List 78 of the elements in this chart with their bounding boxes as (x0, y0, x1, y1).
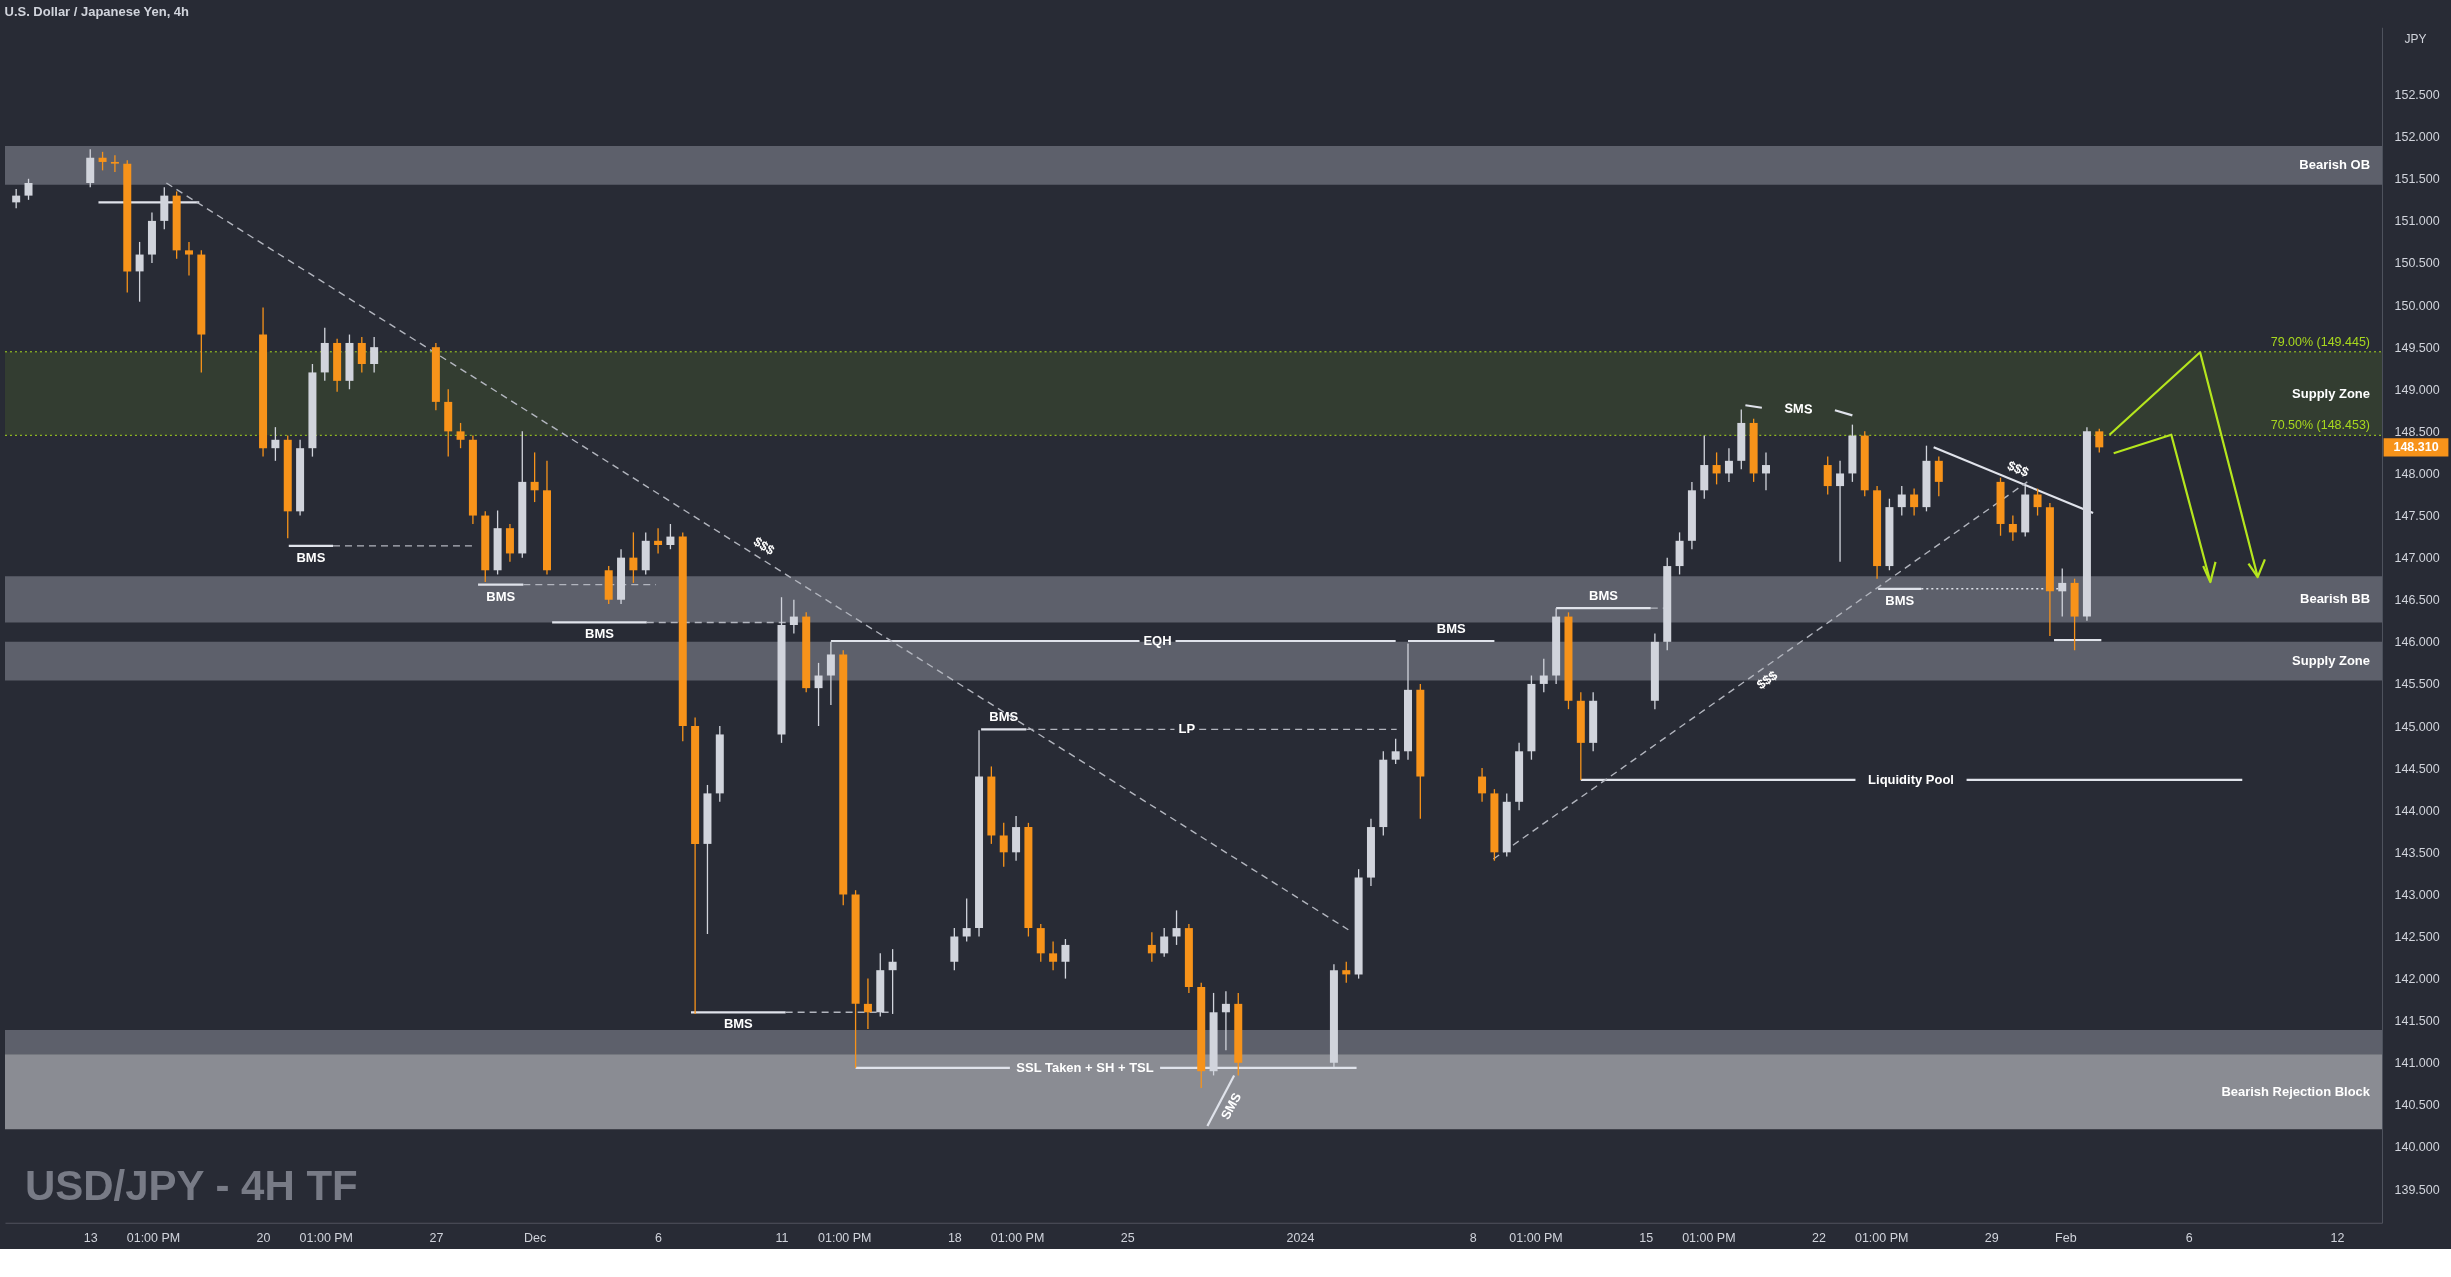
band-label: Supply Zone (2292, 653, 2371, 669)
series-label: BMS (723, 1016, 754, 1032)
x-tick-label: Feb (2055, 1231, 2077, 1246)
series-label: EQH (1143, 632, 1172, 648)
y-tick-label: 144.500 (2394, 761, 2440, 776)
ref-line-label: 70.50% (148.453) (2270, 418, 2371, 433)
series-label: BMS (1885, 592, 1915, 608)
y-tick-label: 152.000 (2394, 130, 2440, 145)
chart-title: U.S. Dollar / Japanese Yen, 4h (4, 4, 190, 20)
x-tick-label: 18 (947, 1231, 962, 1246)
x-tick-label: 13 (83, 1231, 98, 1246)
band-label: Supply Zone (2292, 385, 2371, 401)
y-tick-label: 145.500 (2394, 677, 2440, 692)
text: $$$ (2005, 457, 2032, 480)
x-tick-label: 12 (2330, 1231, 2345, 1246)
x-tick-label: 01:00 PM (1682, 1231, 1736, 1246)
x-tick-label: 20 (256, 1231, 271, 1246)
y-tick-label: 139.500 (2394, 1182, 2440, 1197)
x-tick-label: 6 (2185, 1231, 2193, 1246)
y-tick-label: 144.000 (2394, 803, 2440, 818)
series-label: BMS (486, 588, 516, 604)
y-tick-label: 140.500 (2394, 1098, 2440, 1113)
y-tick-label: 145.000 (2394, 719, 2440, 734)
y-tick-label: 143.000 (2394, 887, 2440, 902)
y-tick-label: 147.500 (2394, 509, 2440, 524)
x-tick-label: 6 (655, 1231, 663, 1246)
ref-line-label: 79.00% (149.445) (2270, 334, 2371, 349)
x-tick-label: 2024 (1286, 1231, 1315, 1246)
x-tick-label: 01:00 PM (126, 1231, 181, 1246)
y-tick-label: 148.500 (2394, 424, 2440, 439)
band-label: Bearish Rejection Block (2221, 1083, 2371, 1099)
series-label: SSL Taken + SH + TSL (1016, 1059, 1154, 1075)
y-tick-label: 141.000 (2394, 1056, 2440, 1071)
y-tick-label: 147.000 (2394, 551, 2440, 566)
x-tick-label: 01:00 PM (1509, 1231, 1563, 1246)
x-tick-label: 01:00 PM (818, 1231, 872, 1246)
series-label: Liquidity Pool (1868, 771, 1954, 787)
x-tick-label: 11 (775, 1231, 789, 1246)
x-tick-label: 15 (1639, 1231, 1654, 1246)
band-label: Bearish OB (2299, 157, 2371, 173)
y-tick-label: 140.000 (2394, 1140, 2440, 1155)
text: $$$ (1753, 667, 1781, 693)
y-tick-label: 151.500 (2394, 172, 2440, 187)
y-tick-label: 150.000 (2394, 298, 2440, 313)
x-tick-label: 22 (1812, 1231, 1826, 1246)
y-tick-label: 149.500 (2394, 340, 2440, 355)
x-tick-label: Dec (524, 1231, 547, 1246)
x-tick-label: 27 (429, 1231, 444, 1246)
text: USD/JPY - 4H TF (24, 1161, 358, 1209)
y-tick-label: 149.000 (2394, 382, 2440, 397)
y-tick-label: 151.000 (2394, 214, 2440, 229)
y-tick-label: 142.500 (2394, 930, 2440, 944)
series-label: BMS (1589, 588, 1619, 604)
x-tick-label: 01:00 PM (1854, 1231, 1909, 1246)
text: 148.310 (2393, 440, 2439, 455)
y-tick-label: 142.000 (2394, 972, 2440, 987)
y-tick-label: 146.500 (2394, 593, 2440, 608)
series-label: BMS (989, 709, 1019, 725)
text: $$$ (750, 533, 778, 559)
series-label: LP (1178, 721, 1196, 737)
x-tick-label: 25 (1120, 1231, 1135, 1246)
x-tick-label: 8 (1469, 1231, 1477, 1246)
series-label: BMS (585, 626, 615, 642)
y-tick-label: 148.000 (2394, 466, 2440, 481)
series-label: BMS (1436, 621, 1466, 636)
y-axis-title: JPY (2404, 31, 2427, 46)
y-tick-label: 143.500 (2394, 845, 2440, 860)
y-tick-label: 152.500 (2394, 88, 2440, 103)
band-label: Bearish BB (2300, 591, 2371, 607)
x-tick-label: 01:00 PM (990, 1231, 1045, 1246)
text: SMS (1217, 1089, 1245, 1123)
x-tick-label: 29 (1984, 1231, 1999, 1246)
y-tick-label: 146.000 (2394, 635, 2440, 650)
series-label: SMS (1784, 400, 1814, 417)
y-tick-label: 141.500 (2394, 1014, 2440, 1029)
y-tick-label: 150.500 (2394, 256, 2440, 271)
x-tick-label: 01:00 PM (299, 1231, 354, 1246)
series-label: BMS (296, 549, 326, 565)
